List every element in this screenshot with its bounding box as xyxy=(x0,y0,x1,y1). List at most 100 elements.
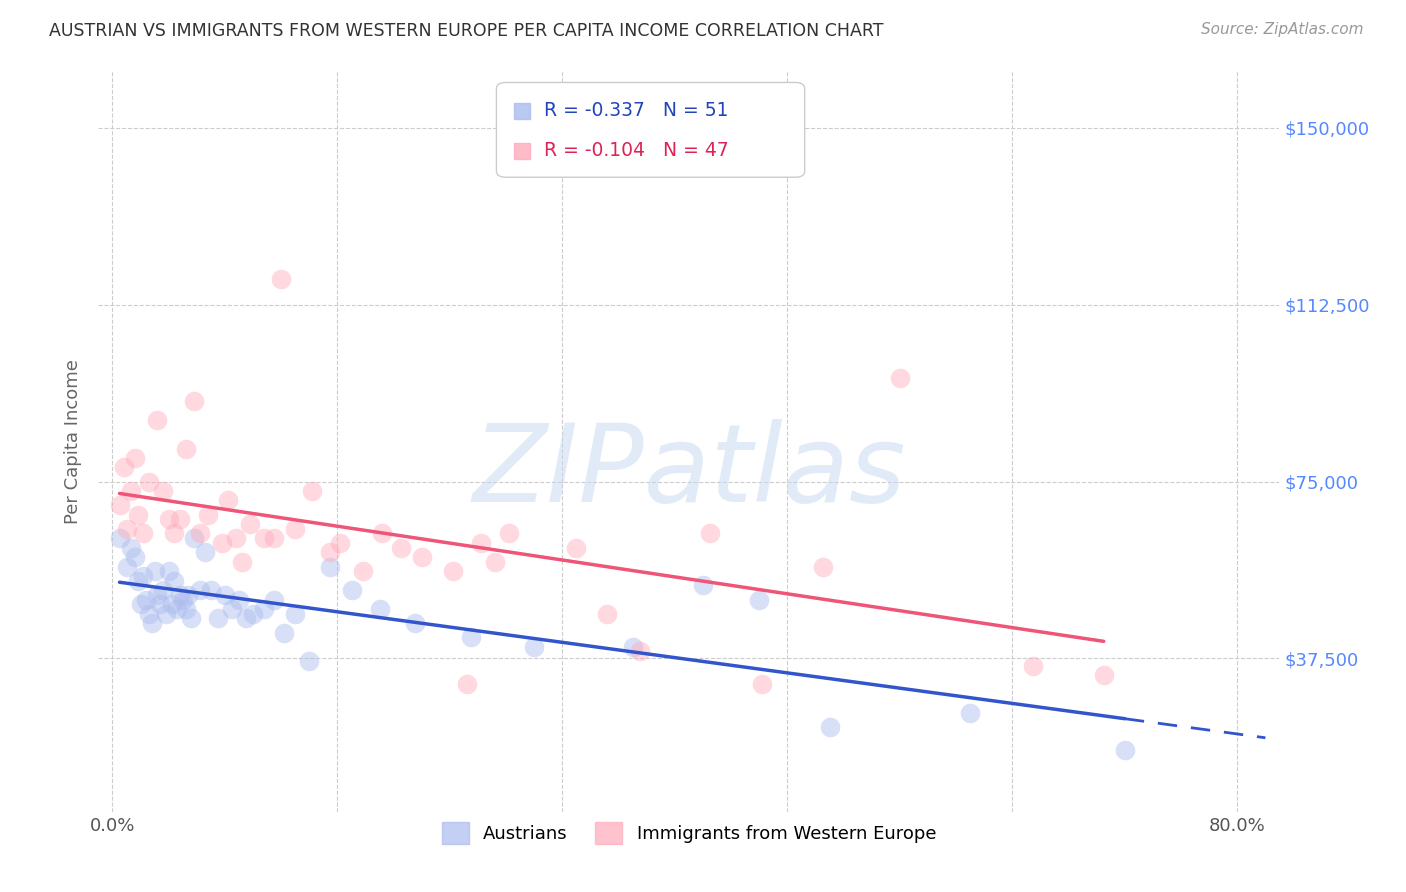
Point xyxy=(166,602,188,616)
Text: ZIPatlas: ZIPatlas xyxy=(472,418,905,524)
Point xyxy=(115,559,138,574)
Point xyxy=(263,531,285,545)
Point xyxy=(263,592,285,607)
Point xyxy=(253,531,276,545)
Point xyxy=(748,592,770,607)
Point xyxy=(523,640,546,654)
Point xyxy=(301,484,323,499)
Point xyxy=(1022,658,1045,673)
Text: R = -0.104   N = 47: R = -0.104 N = 47 xyxy=(544,141,728,160)
Point xyxy=(221,602,243,616)
Point xyxy=(132,526,155,541)
Text: R = -0.337   N = 51: R = -0.337 N = 51 xyxy=(544,101,728,120)
Point xyxy=(135,592,157,607)
Point xyxy=(163,574,186,588)
Point xyxy=(284,522,307,536)
Point xyxy=(889,371,911,385)
Point xyxy=(239,517,262,532)
Point xyxy=(235,611,257,625)
Point xyxy=(141,616,163,631)
Point xyxy=(340,583,363,598)
Point xyxy=(225,531,247,545)
Text: Source: ZipAtlas.com: Source: ZipAtlas.com xyxy=(1201,22,1364,37)
Point xyxy=(319,545,342,559)
Point xyxy=(127,508,149,522)
Point xyxy=(273,625,295,640)
Point xyxy=(129,597,152,611)
Point xyxy=(596,607,619,621)
Point xyxy=(138,475,160,489)
Point xyxy=(132,569,155,583)
Text: AUSTRIAN VS IMMIGRANTS FROM WESTERN EUROPE PER CAPITA INCOME CORRELATION CHART: AUSTRIAN VS IMMIGRANTS FROM WESTERN EURO… xyxy=(49,22,884,40)
Point xyxy=(368,602,391,616)
Point xyxy=(1092,668,1115,682)
Point xyxy=(217,493,239,508)
Point xyxy=(565,541,588,555)
Point xyxy=(120,484,142,499)
Point xyxy=(172,592,194,607)
Point xyxy=(152,583,174,598)
Y-axis label: Per Capita Income: Per Capita Income xyxy=(65,359,83,524)
Point xyxy=(270,272,292,286)
Point xyxy=(112,460,135,475)
Point xyxy=(157,564,180,578)
Point xyxy=(183,531,205,545)
Point xyxy=(484,555,506,569)
Point xyxy=(180,611,202,625)
Point xyxy=(174,442,197,456)
Point xyxy=(242,607,264,621)
Point xyxy=(460,630,482,644)
Point xyxy=(163,526,186,541)
Point xyxy=(183,394,205,409)
Point xyxy=(214,588,236,602)
Point xyxy=(811,559,834,574)
Point xyxy=(127,574,149,588)
Point xyxy=(169,512,191,526)
Point xyxy=(284,607,307,621)
Point xyxy=(1114,743,1136,757)
Point xyxy=(143,564,166,578)
Point xyxy=(138,607,160,621)
Point xyxy=(389,541,412,555)
Point xyxy=(298,654,321,668)
Point xyxy=(207,611,229,625)
Point xyxy=(371,526,394,541)
Point xyxy=(174,602,197,616)
Point xyxy=(628,644,651,658)
Point xyxy=(157,512,180,526)
Point xyxy=(146,588,169,602)
Point xyxy=(120,541,142,555)
Point xyxy=(699,526,721,541)
Point xyxy=(959,706,981,720)
Point xyxy=(211,536,233,550)
Point xyxy=(155,607,177,621)
Point xyxy=(124,451,146,466)
Point xyxy=(188,526,211,541)
Point xyxy=(188,583,211,598)
Point xyxy=(115,522,138,536)
Point xyxy=(146,413,169,427)
Point xyxy=(108,498,131,512)
Point xyxy=(124,550,146,565)
Point xyxy=(329,536,352,550)
Point xyxy=(498,526,520,541)
Point xyxy=(692,578,714,592)
FancyBboxPatch shape xyxy=(496,82,804,178)
Point xyxy=(404,616,426,631)
Point xyxy=(319,559,342,574)
Point xyxy=(352,564,374,578)
Point xyxy=(194,545,217,559)
Point xyxy=(169,588,191,602)
Point xyxy=(177,588,200,602)
Point xyxy=(456,677,478,691)
Point xyxy=(149,597,172,611)
Point xyxy=(152,484,174,499)
Point xyxy=(108,531,131,545)
Point xyxy=(411,550,433,565)
Point xyxy=(228,592,250,607)
Point xyxy=(621,640,644,654)
Legend: Austrians, Immigrants from Western Europe: Austrians, Immigrants from Western Europ… xyxy=(434,814,943,851)
Point xyxy=(751,677,773,691)
Point xyxy=(200,583,222,598)
Point xyxy=(470,536,492,550)
